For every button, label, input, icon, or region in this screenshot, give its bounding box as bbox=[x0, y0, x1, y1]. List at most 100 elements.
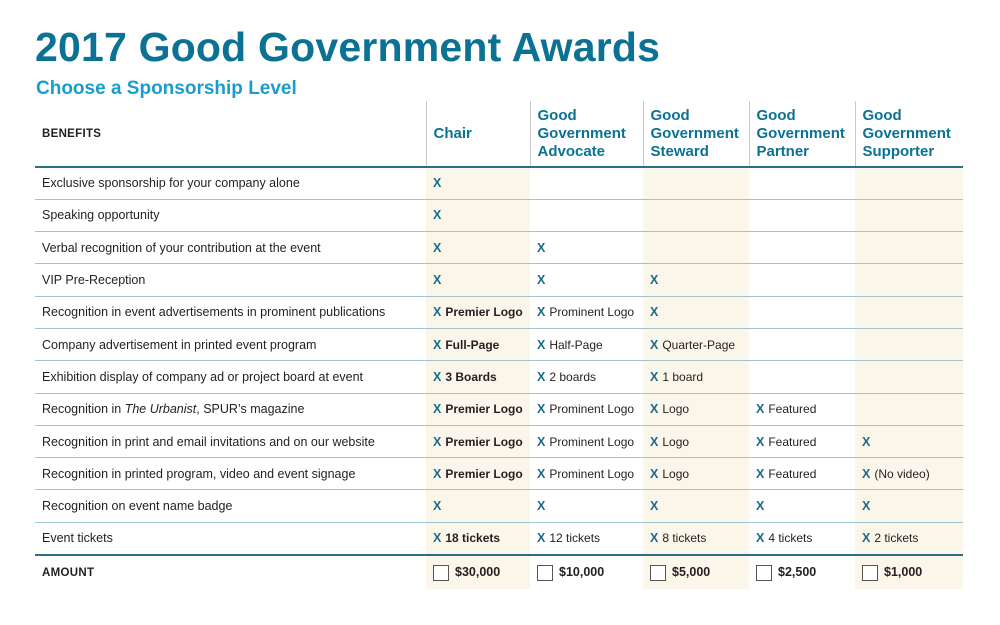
select-partner-checkbox[interactable] bbox=[756, 565, 772, 582]
level-cell: X Prominent Logo bbox=[530, 393, 643, 426]
level-cell bbox=[855, 328, 963, 362]
table-row: Exclusive sponsorship for your company a… bbox=[35, 167, 963, 200]
benefit-text: Verbal recognition of your contribution … bbox=[42, 240, 321, 255]
included-mark: X bbox=[433, 402, 442, 417]
level-cell: X Premier Logo bbox=[426, 457, 530, 491]
included-mark: X bbox=[433, 337, 442, 352]
benefit-text: Exclusive sponsorship for your company a… bbox=[42, 176, 300, 191]
level-detail: 12 tickets bbox=[549, 531, 601, 546]
table-row: Event tickets X 18 tickets X 12 tickets X 8 ti… bbox=[35, 522, 963, 556]
benefit-text: Recognition in event advertisements in p… bbox=[42, 305, 386, 320]
level-detail: Premier Logo bbox=[445, 305, 523, 320]
table-row: Recognition in event advertisements in p… bbox=[35, 296, 963, 329]
amount-cell-advocate: $10,000 bbox=[530, 555, 643, 589]
table-row: Recognition on event name badge X X X X X bbox=[35, 489, 963, 523]
level-detail: Logo bbox=[662, 434, 690, 449]
level-cell: X Full-Page bbox=[426, 328, 530, 362]
level-cell bbox=[855, 393, 963, 426]
benefit-cell: Verbal recognition of your contribution … bbox=[35, 231, 426, 265]
level-cell: X bbox=[426, 489, 530, 523]
included-mark: X bbox=[650, 499, 659, 514]
level-detail: 2 tickets bbox=[874, 531, 919, 546]
level-detail: Prominent Logo bbox=[549, 305, 635, 320]
benefit-cell: Exhibition display of company ad or proj… bbox=[35, 360, 426, 394]
benefit-cell: Recognition in event advertisements in p… bbox=[35, 296, 426, 329]
benefit-text-italic: The Urbanist bbox=[124, 402, 197, 417]
level-detail: Prominent Logo bbox=[549, 466, 635, 481]
level-header-chair: Chair bbox=[425, 101, 530, 167]
level-cell: X Prominent Logo bbox=[530, 425, 643, 459]
level-detail: 18 tickets bbox=[445, 531, 501, 546]
included-mark: X bbox=[433, 240, 442, 255]
level-detail: 2 boards bbox=[549, 369, 597, 384]
select-advocate-checkbox[interactable] bbox=[537, 565, 553, 582]
included-mark: X bbox=[756, 466, 765, 481]
level-cell: X Premier Logo bbox=[426, 296, 530, 329]
benefit-cell: VIP Pre-Reception bbox=[35, 263, 426, 297]
level-cell: X Featured bbox=[749, 425, 855, 459]
included-mark: X bbox=[537, 369, 546, 384]
level-detail: Featured bbox=[768, 466, 817, 481]
level-detail: 1 board bbox=[662, 369, 704, 384]
level-cell: X Logo bbox=[643, 457, 749, 491]
level-cell: X Logo bbox=[643, 425, 749, 459]
included-mark: X bbox=[537, 273, 546, 288]
included-mark: X bbox=[537, 305, 546, 320]
amount-cell-steward: $5,000 bbox=[643, 554, 749, 589]
level-cell bbox=[749, 360, 855, 394]
level-cell: X (No video) bbox=[855, 457, 963, 491]
included-mark: X bbox=[862, 434, 871, 449]
level-detail: 3 Boards bbox=[445, 369, 497, 384]
amount-label-text: AMOUNT bbox=[42, 567, 95, 580]
included-mark: X bbox=[862, 466, 871, 481]
level-cell: X Quarter-Page bbox=[643, 328, 749, 362]
sponsorship-table: BENEFITS Chair Good Government Advocate … bbox=[35, 101, 963, 589]
included-mark: X bbox=[650, 273, 659, 288]
benefit-text: Recognition in bbox=[42, 402, 125, 417]
level-cell: X bbox=[749, 489, 855, 523]
select-chair-checkbox[interactable] bbox=[433, 565, 449, 582]
level-cell: X Premier Logo bbox=[426, 393, 530, 426]
level-cell bbox=[855, 360, 963, 394]
benefits-header: BENEFITS bbox=[42, 127, 102, 140]
select-supporter-checkbox[interactable] bbox=[862, 565, 878, 582]
included-mark: X bbox=[650, 369, 659, 384]
level-detail: Logo bbox=[662, 402, 690, 417]
table-body: Exclusive sponsorship for your company a… bbox=[35, 167, 963, 556]
level-cell: X bbox=[426, 263, 530, 297]
level-detail: Prominent Logo bbox=[549, 402, 635, 417]
level-cell bbox=[749, 296, 855, 329]
level-cell: X bbox=[643, 263, 749, 297]
select-steward-checkbox[interactable] bbox=[650, 565, 666, 582]
level-cell: X bbox=[530, 263, 643, 297]
amount-label: AMOUNT bbox=[35, 555, 426, 589]
level-cell: X bbox=[643, 489, 749, 523]
benefit-cell: Recognition in The Urbanist, SPUR’s maga… bbox=[35, 393, 426, 426]
amount-row: AMOUNT $30,000 $10,000 $5,000 $2,500 $1,… bbox=[35, 554, 963, 589]
level-cell: X bbox=[643, 296, 749, 329]
benefit-text: Company advertisement in printed event p… bbox=[42, 337, 317, 352]
included-mark: X bbox=[756, 434, 765, 449]
included-mark: X bbox=[433, 369, 442, 384]
benefit-text: Recognition in printed program, video an… bbox=[42, 466, 356, 481]
amount-value: $1,000 bbox=[884, 565, 923, 580]
level-cell bbox=[530, 199, 643, 233]
included-mark: X bbox=[433, 531, 442, 546]
level-cell bbox=[749, 199, 855, 233]
included-mark: X bbox=[433, 273, 442, 288]
level-cell: X Featured bbox=[749, 393, 855, 426]
benefit-text: Exhibition display of company ad or proj… bbox=[42, 369, 364, 384]
level-cell: X 18 tickets bbox=[426, 522, 530, 556]
benefit-cell: Exclusive sponsorship for your company a… bbox=[35, 167, 426, 200]
level-cell: X bbox=[855, 489, 963, 523]
amount-value: $10,000 bbox=[559, 565, 605, 580]
level-cell bbox=[855, 263, 963, 297]
included-mark: X bbox=[862, 531, 871, 546]
level-cell bbox=[855, 296, 963, 329]
level-cell bbox=[530, 167, 643, 200]
level-cell: X bbox=[426, 167, 530, 200]
level-cell bbox=[749, 328, 855, 362]
